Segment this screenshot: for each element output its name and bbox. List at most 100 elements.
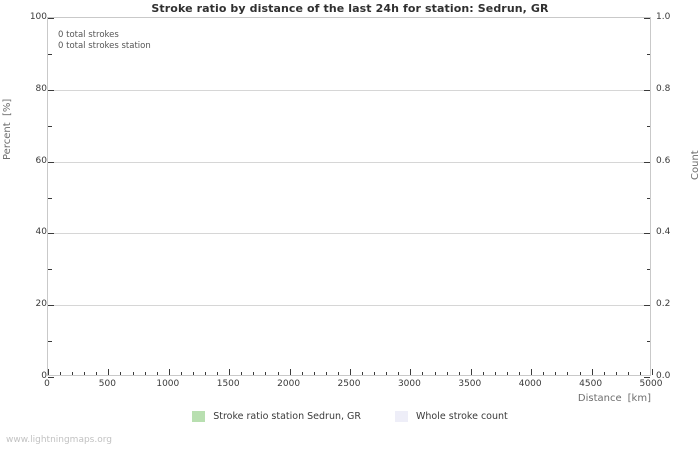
x-axis-tick-major (168, 369, 170, 375)
x-axis-tick-minor (398, 371, 400, 375)
x-axis-tick-major (652, 369, 653, 375)
y-axis-tick-minor (48, 125, 52, 127)
y-axis-tick-label-left: 80 (35, 83, 47, 94)
x-axis-unit: [km] (627, 393, 651, 404)
y-axis-tick-label-left: 0 (41, 371, 47, 381)
y-axis-tick-major (48, 233, 54, 235)
x-axis-tick-major (470, 369, 472, 375)
y-axis-tick-label-left: 20 (35, 299, 47, 310)
y-axis-right-tick-minor (646, 341, 650, 343)
y-axis-right-tick-major (644, 89, 650, 91)
x-axis-tick-major (531, 369, 533, 375)
legend-color-swatch (192, 411, 206, 422)
x-axis-tick-minor (386, 371, 388, 375)
y-axis-tick-label-right: 0.8 (656, 83, 671, 94)
watermark-link[interactable]: www.lightningmaps.org (6, 435, 112, 445)
y-axis-right-tick-major (644, 18, 650, 19)
y-axis-tick-major (48, 161, 54, 163)
x-axis-tick-label: 500 (98, 379, 116, 389)
y-axis-tick-label-left: 100 (29, 12, 47, 22)
x-axis-tick-minor (313, 371, 315, 375)
gridline-horizontal (48, 233, 650, 235)
legend-item-whole-stroke-count[interactable]: Whole stroke count (395, 411, 508, 422)
chart-legend: Stroke ratio station Sedrun, GR Whole st… (0, 411, 700, 422)
y-axis-unit-left: [%] (2, 98, 13, 116)
y-axis-tick-minor (48, 53, 52, 55)
y-axis-tick-minor (48, 197, 52, 199)
x-axis-tick-label: 2000 (277, 379, 301, 389)
y-axis-tick-major (48, 89, 54, 91)
y-axis-right-tick-major (644, 305, 650, 307)
x-axis-tick-minor (615, 371, 617, 375)
y-axis-tick-label-left: 60 (35, 155, 47, 166)
x-axis-tick-label: 4000 (518, 379, 542, 389)
x-axis-title-text: Distance (577, 393, 622, 404)
y-axis-tick-minor (48, 269, 52, 271)
legend-item-label: Stroke ratio station Sedrun, GR (213, 411, 362, 422)
x-axis-tick-major (108, 369, 110, 375)
x-axis-tick-minor (374, 371, 376, 375)
y-axis-right-tick-minor (646, 125, 650, 127)
x-axis-tick-minor (482, 371, 484, 375)
y-axis-title-left: Percent [%] (2, 99, 13, 160)
x-axis-tick-minor (253, 371, 255, 375)
x-axis-tick-minor (301, 371, 303, 375)
annotation-total-strokes-station: 0 total strokes station (58, 41, 151, 51)
gridline-horizontal (48, 161, 650, 163)
x-axis-tick-minor (567, 371, 569, 375)
x-axis-tick-minor (132, 371, 134, 375)
x-axis-tick-minor (96, 371, 98, 375)
x-axis-tick-minor (217, 371, 219, 375)
legend-item-stroke-ratio[interactable]: Stroke ratio station Sedrun, GR (192, 411, 361, 422)
y-axis-tick-label-right: 0.2 (656, 299, 671, 310)
gridline-horizontal (48, 89, 650, 91)
x-axis-tick-major (48, 369, 49, 375)
x-axis-tick-minor (205, 371, 207, 375)
legend-color-swatch (395, 411, 409, 422)
x-axis-tick-minor (277, 371, 279, 375)
x-axis-tick-minor (579, 371, 581, 375)
x-axis-tick-minor (265, 371, 267, 375)
y-axis-right-tick-minor (646, 269, 650, 271)
x-axis-tick-label: 0 (44, 379, 50, 389)
x-axis-tick-minor (627, 371, 629, 375)
y-axis-tick-minor (48, 341, 52, 343)
x-axis-tick-minor (192, 371, 194, 375)
x-axis-tick-label: 1000 (156, 379, 180, 389)
y-axis-title-right: Count (690, 150, 700, 180)
y-axis-tick-label-right: 0.0 (656, 371, 671, 381)
x-axis-tick-minor (603, 371, 605, 375)
y-axis-title-right-text: Count (690, 150, 700, 180)
x-axis-tick-major (410, 369, 412, 375)
y-axis-right-tick-minor (646, 197, 650, 199)
x-axis-tick-minor (72, 371, 74, 375)
x-axis-tick-label: 3500 (458, 379, 482, 389)
x-axis-title: Distance [km] (0, 393, 651, 404)
x-axis-tick-minor (84, 371, 86, 375)
y-axis-tick-label-right: 0.6 (656, 155, 671, 166)
x-axis-tick-minor (494, 371, 496, 375)
plot-area: 0 total strokes 0 total strokes station (47, 17, 653, 378)
x-axis-tick-minor (60, 371, 62, 375)
gridline-horizontal (48, 305, 650, 307)
x-axis-tick-minor (555, 371, 557, 375)
x-axis-tick-minor (337, 371, 339, 375)
x-axis-tick-label: 4500 (579, 379, 603, 389)
y-axis-tick-label-right: 1.0 (656, 12, 671, 22)
x-axis-tick-minor (507, 371, 509, 375)
x-axis-tick-major (229, 369, 231, 375)
x-axis-tick-minor (156, 371, 158, 375)
x-axis-tick-label: 3000 (397, 379, 421, 389)
x-axis-tick-minor (362, 371, 364, 375)
x-axis-tick-minor (543, 371, 545, 375)
y-axis-tick-major (48, 305, 54, 307)
y-axis-title-left-text: Percent (2, 122, 13, 160)
y-axis-right-tick-major (644, 233, 650, 235)
y-axis-right-tick-minor (646, 53, 650, 55)
x-axis-tick-minor (144, 371, 146, 375)
x-axis-tick-minor (434, 371, 436, 375)
x-axis-tick-minor (458, 371, 460, 375)
legend-item-label: Whole stroke count (416, 411, 508, 422)
y-axis-tick-label-left: 40 (35, 227, 47, 238)
annotation-block: 0 total strokes 0 total strokes station (58, 30, 151, 52)
